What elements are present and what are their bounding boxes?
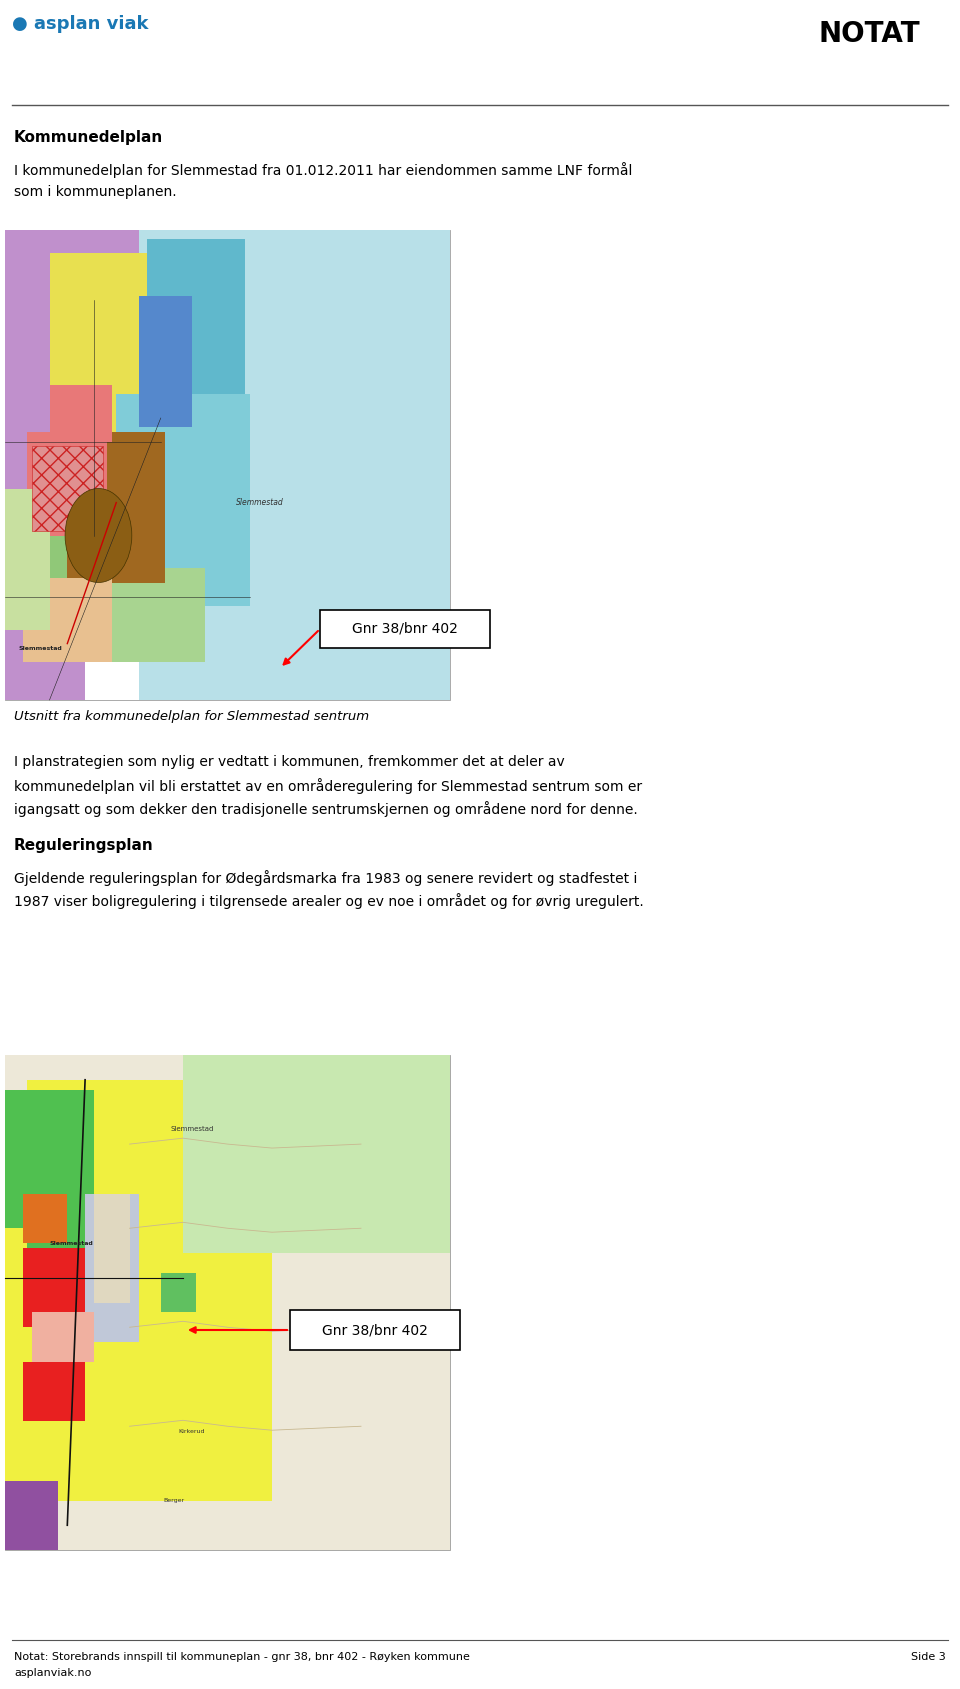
Text: ● asplan viak: ● asplan viak xyxy=(12,15,149,34)
Text: Gjeldende reguleringsplan for Ødegårdsmarka fra 1983 og senere revidert og stadf: Gjeldende reguleringsplan for Ødegårdsma… xyxy=(14,870,637,887)
Bar xyxy=(32,446,103,530)
Text: Gnr 38/bnr 402: Gnr 38/bnr 402 xyxy=(322,1322,428,1338)
Bar xyxy=(85,1194,138,1343)
Bar xyxy=(50,385,111,441)
Bar xyxy=(5,1154,72,1500)
Bar xyxy=(138,296,192,427)
Text: kommunedelplan vil bli erstattet av en områderegulering for Slemmestad sentrum s: kommunedelplan vil bli erstattet av en o… xyxy=(14,779,642,794)
Text: Berger: Berger xyxy=(163,1498,184,1503)
Text: som i kommuneplanen.: som i kommuneplanen. xyxy=(14,186,177,199)
Bar xyxy=(116,395,250,606)
Bar xyxy=(183,1056,450,1253)
Text: Gnr 38/bnr 402: Gnr 38/bnr 402 xyxy=(352,622,458,637)
Bar xyxy=(67,451,148,583)
Text: 1987 viser boligregulering i tilgrensede arealer og ev noe i området og for øvri: 1987 viser boligregulering i tilgrensede… xyxy=(14,893,644,909)
Text: NOTAT: NOTAT xyxy=(818,20,920,47)
Bar xyxy=(320,610,490,649)
Bar xyxy=(5,230,450,699)
Text: I planstrategien som nylig er vedtatt i kommunen, fremkommer det at deler av: I planstrategien som nylig er vedtatt i … xyxy=(14,755,564,768)
Bar xyxy=(160,1274,197,1312)
Bar xyxy=(148,240,246,417)
Bar xyxy=(27,432,108,535)
Ellipse shape xyxy=(65,488,132,583)
Text: Side 3: Side 3 xyxy=(911,1652,946,1662)
Text: asplanviak.no: asplanviak.no xyxy=(14,1669,91,1677)
Bar xyxy=(138,230,450,699)
Text: Kommunedelplan: Kommunedelplan xyxy=(14,130,163,145)
Bar xyxy=(94,1194,130,1302)
Text: Slemmestad: Slemmestad xyxy=(170,1127,213,1132)
Text: Slemmestad: Slemmestad xyxy=(236,498,284,507)
Bar xyxy=(32,1312,94,1361)
Text: Slemmestad: Slemmestad xyxy=(19,645,62,650)
Bar xyxy=(50,253,174,417)
Text: Slemmestad: Slemmestad xyxy=(50,1241,94,1245)
Bar xyxy=(290,1311,460,1350)
Bar xyxy=(5,1056,450,1551)
Bar xyxy=(5,1481,59,1551)
Bar xyxy=(67,432,165,583)
Text: Kirkerud: Kirkerud xyxy=(179,1429,205,1434)
Text: Utsnitt fra kommunedelplan for Slemmestad sentrum: Utsnitt fra kommunedelplan for Slemmesta… xyxy=(14,709,370,723)
Bar xyxy=(5,1089,94,1228)
Bar xyxy=(23,1194,67,1243)
Bar xyxy=(5,488,50,630)
Text: I kommunedelplan for Slemmestad fra 01.012.2011 har eiendommen samme LNF formål: I kommunedelplan for Slemmestad fra 01.0… xyxy=(14,162,633,177)
Bar xyxy=(5,1056,450,1551)
Bar xyxy=(5,488,85,699)
Text: igangsatt og som dekker den tradisjonelle sentrumskjernen og områdene nord for d: igangsatt og som dekker den tradisjonell… xyxy=(14,801,637,817)
Text: Reguleringsplan: Reguleringsplan xyxy=(14,838,154,853)
Text: Notat: Storebrands innspill til kommuneplan - gnr 38, bnr 402 - Røyken kommune: Notat: Storebrands innspill til kommunep… xyxy=(14,1652,469,1662)
Bar xyxy=(59,324,228,583)
Bar xyxy=(23,578,111,662)
Bar xyxy=(23,1248,121,1328)
Bar xyxy=(5,230,138,512)
Bar xyxy=(27,1204,94,1279)
Bar xyxy=(94,569,205,662)
Bar xyxy=(27,1079,272,1500)
Bar xyxy=(23,1361,85,1422)
Bar xyxy=(40,522,108,615)
